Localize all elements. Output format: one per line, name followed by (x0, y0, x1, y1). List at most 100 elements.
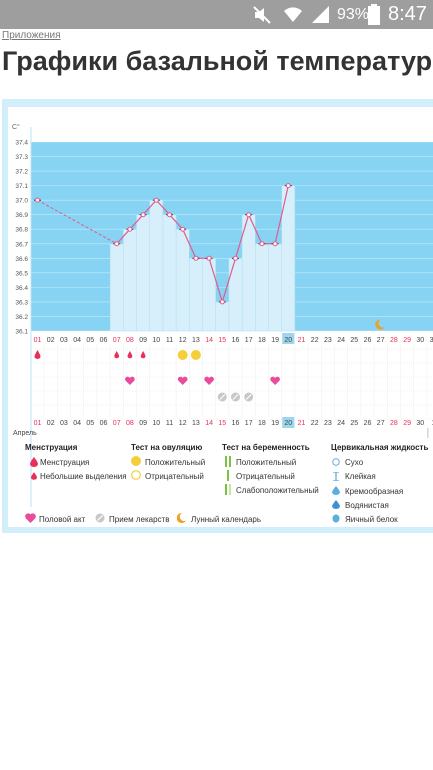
bottom-day-label: 06 (100, 420, 108, 427)
legend-cervical-eggwhite: Яичный белок (345, 515, 398, 524)
bottom-day-label: 19 (271, 420, 279, 427)
breadcrumb[interactable]: Приложения (2, 30, 61, 41)
y-tick-label: 37.4 (15, 140, 28, 147)
bottom-day-label: 14 (205, 420, 213, 427)
medication-pill-stripe (219, 394, 226, 400)
bottom-day-label: 03 (60, 420, 68, 427)
signal-icon (312, 6, 329, 23)
bottom-day-label: 12 (179, 420, 187, 427)
page-title: Графики базальной температур (2, 46, 433, 76)
y-tick-label: 36.3 (15, 299, 28, 306)
legend-menstruation: Менструация (40, 458, 90, 467)
legend-moon-calendar: Лунный календарь (191, 515, 262, 524)
data-point (140, 212, 146, 218)
x-day-label: 16 (232, 337, 240, 344)
chart-panel: C° 37.4 37.3 37.2 37.1 37.0 36.9 36.8 36.7 36.6 36… (8, 107, 433, 527)
mute-icon (253, 6, 271, 24)
status-bar: 93% 8:47 (0, 0, 433, 29)
x-day-label: 07 (113, 337, 121, 344)
menstruation-drop-icon (34, 350, 41, 359)
data-point (180, 226, 186, 232)
chart-frame: C° 37.4 37.3 37.2 37.1 37.0 36.9 36.8 36.7 36.6 36… (2, 99, 433, 533)
x-day-label: 14 (205, 337, 213, 344)
ovulation-positive-icon (190, 350, 201, 360)
cervical-sticky-icon (333, 472, 339, 481)
data-point (167, 212, 172, 218)
wifi-icon (284, 7, 302, 22)
bottom-day-label: 10 (152, 420, 160, 427)
legend-pregnancy-title: Тест на беременность (222, 443, 310, 452)
y-tick-label: 36.1 (15, 329, 28, 336)
data-point (35, 197, 40, 203)
medication-pill-icon (95, 513, 105, 523)
y-tick-label: 36.4 (15, 285, 28, 292)
menstruation-drop-icon (140, 351, 146, 359)
cervical-eggwhite-icon (332, 514, 340, 523)
bottom-day-label: 1 (432, 420, 433, 427)
data-point (114, 241, 120, 247)
x-day-label: 03 (60, 337, 68, 344)
y-tick-label: 36.6 (15, 256, 28, 263)
x-day-label: 20 (284, 337, 292, 344)
bottom-day-label: 21 (298, 420, 306, 427)
menstruation-drop-icon (114, 351, 120, 359)
bottom-day-label: 26 (364, 420, 372, 427)
x-day-label: 26 (364, 337, 372, 344)
bottom-day-label: 08 (126, 420, 134, 427)
x-day-label: 29 (403, 337, 411, 344)
bottom-day-label: 16 (232, 420, 240, 427)
legend-medication: Прием лекарств (109, 515, 170, 524)
x-day-label: 06 (100, 337, 108, 344)
bottom-day-label: 27 (377, 420, 385, 427)
data-point (259, 241, 265, 247)
bbt-chart: C° 37.4 37.3 37.2 37.1 37.0 36.9 36.8 36.7 36.6 36… (12, 123, 433, 507)
legend-ovulation-negative: Отрицательный (145, 472, 204, 481)
bottom-day-label: 30 (416, 420, 424, 427)
bottom-day-label: 22 (311, 420, 319, 427)
data-point (206, 255, 212, 261)
bottom-day-label: 04 (73, 420, 81, 427)
bottom-day-label: 02 (47, 420, 55, 427)
x-day-label: 22 (311, 337, 319, 344)
x-day-label: 27 (377, 337, 385, 344)
x-day-label: 24 (337, 337, 345, 344)
bottom-day-label: 17 (245, 420, 253, 427)
x-day-label: 01 (34, 337, 42, 344)
data-point (127, 226, 133, 232)
x-day-label: 09 (139, 337, 147, 344)
x-day-label: 19 (271, 337, 279, 344)
bottom-day-label: 05 (86, 420, 94, 427)
legend-cervical-title: Цервикальная жидкость (331, 443, 429, 452)
y-tick-label: 37.2 (15, 169, 28, 176)
intercourse-heart-icon (204, 376, 214, 385)
ovulation-positive-icon (177, 350, 188, 360)
data-point (246, 212, 252, 218)
bottom-day-label: 09 (139, 420, 147, 427)
legend-ovulation-title: Тест на овуляцию (131, 443, 203, 452)
bottom-day-label: 25 (350, 420, 358, 427)
menstruation-drop-icon (127, 351, 133, 359)
x-day-label: 12 (179, 337, 187, 344)
temperature-line (116, 185, 289, 304)
x-day-label: 31 (430, 337, 433, 344)
x-day-label: 17 (245, 337, 253, 344)
bottom-day-label: 15 (218, 420, 226, 427)
bottom-day-label: 13 (192, 420, 200, 427)
intercourse-heart-icon (125, 376, 135, 385)
bottom-day-label: 18 (258, 420, 266, 427)
x-day-label: 21 (298, 337, 306, 344)
medication-pill-stripe (245, 394, 252, 400)
bottom-day-label: 29 (403, 420, 411, 427)
y-tick-label: 36.2 (15, 314, 28, 321)
legend-pregnancy-weak: Слабоположительный (236, 486, 319, 495)
moon-icon (375, 319, 385, 330)
moon-icon (177, 512, 186, 523)
pregnancy-positive-icon (225, 456, 231, 467)
menstruation-drop-icon (30, 457, 38, 467)
medication-pill-stripe (232, 394, 239, 400)
x-day-label: 08 (126, 337, 134, 344)
y-axis-label: C° (12, 123, 20, 131)
data-point (285, 183, 291, 189)
x-day-label: 04 (73, 337, 81, 344)
bottom-day-label: 07 (113, 420, 121, 427)
